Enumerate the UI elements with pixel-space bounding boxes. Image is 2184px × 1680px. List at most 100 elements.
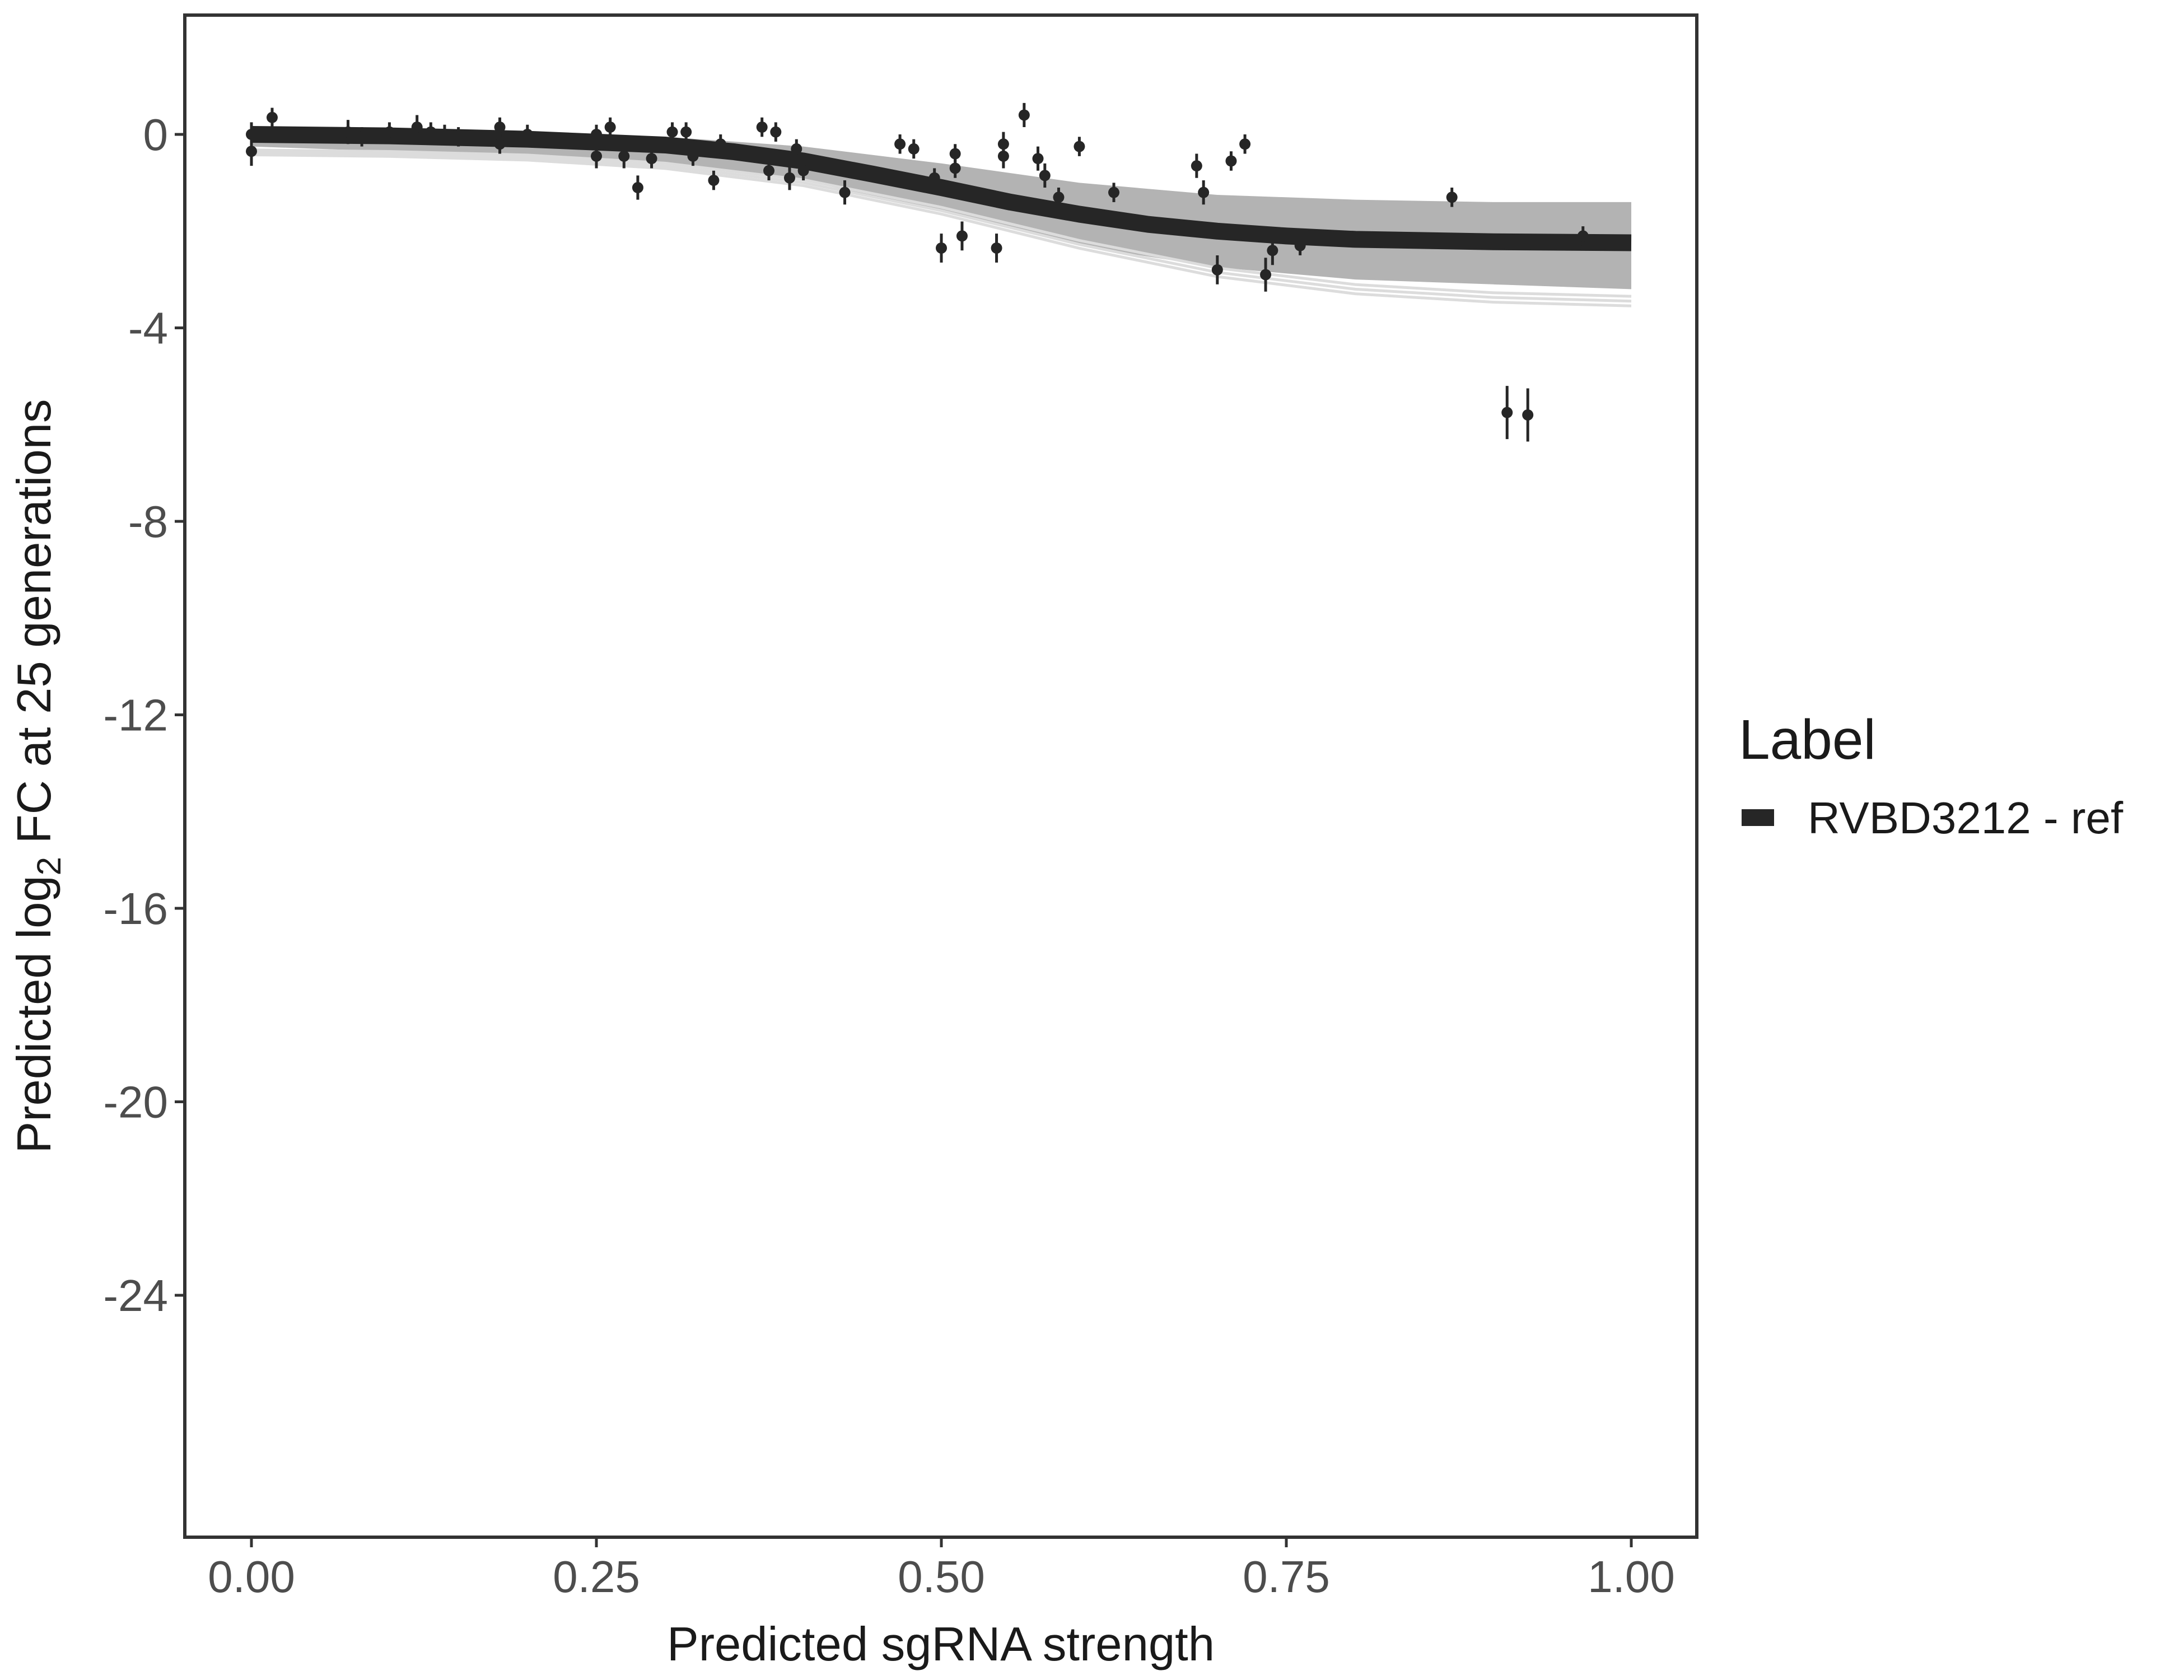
data-point bbox=[632, 175, 643, 200]
point-marker bbox=[666, 126, 678, 138]
point-marker bbox=[763, 165, 774, 176]
point-marker bbox=[411, 122, 423, 133]
y-tick-label: -16 bbox=[103, 884, 168, 934]
point-marker bbox=[797, 165, 809, 176]
data-point bbox=[604, 117, 616, 137]
data-point bbox=[494, 117, 506, 137]
data-point bbox=[494, 134, 506, 154]
data-point bbox=[618, 144, 630, 169]
y-axis-title-suffix: FC at 25 generations bbox=[8, 399, 61, 857]
legend-entry-label: RVBD3212 - ref bbox=[1808, 793, 2124, 843]
data-point bbox=[1501, 386, 1513, 440]
point-marker bbox=[708, 175, 720, 186]
point-marker bbox=[1198, 186, 1210, 198]
posterior-draw-line bbox=[251, 148, 1632, 298]
x-axis-ticks: 0.00 0.25 0.50 0.75 1.00 bbox=[208, 1537, 1675, 1602]
point-marker bbox=[1108, 186, 1119, 198]
point-marker bbox=[604, 122, 616, 133]
point-marker bbox=[839, 186, 851, 198]
data-point bbox=[342, 120, 354, 144]
data-point bbox=[356, 127, 368, 147]
data-point bbox=[783, 166, 795, 190]
point-marker bbox=[1260, 269, 1272, 281]
data-point bbox=[666, 122, 678, 142]
x-axis-title: Predicted sgRNA strength bbox=[667, 1618, 1215, 1671]
point-marker bbox=[1446, 192, 1458, 203]
data-point bbox=[521, 124, 533, 144]
point-marker bbox=[936, 242, 947, 254]
data-point bbox=[246, 122, 257, 147]
y-axis-title-subscript: 2 bbox=[30, 857, 68, 875]
point-marker bbox=[997, 138, 1009, 150]
data-point bbox=[1039, 163, 1051, 188]
credible-interval-ribbon bbox=[251, 132, 1632, 307]
point-marker bbox=[632, 182, 643, 194]
point-marker bbox=[908, 143, 920, 155]
data-point bbox=[1225, 151, 1237, 171]
point-marker bbox=[438, 129, 450, 140]
point-marker bbox=[991, 242, 1002, 254]
point-marker bbox=[680, 126, 692, 138]
point-marker bbox=[494, 122, 506, 133]
point-marker bbox=[687, 150, 699, 162]
data-point bbox=[839, 180, 851, 205]
data-point bbox=[1108, 183, 1119, 202]
data-point bbox=[1032, 146, 1044, 171]
data-point bbox=[1522, 388, 1534, 442]
data-point bbox=[591, 124, 602, 144]
point-marker bbox=[1211, 264, 1223, 276]
point-marker bbox=[949, 162, 961, 174]
point-marker bbox=[1294, 240, 1306, 251]
data-point bbox=[438, 124, 450, 144]
data-point bbox=[452, 127, 464, 147]
posterior-draw-line bbox=[251, 153, 1632, 307]
data-point bbox=[687, 146, 699, 166]
point-marker bbox=[1018, 109, 1030, 121]
point-marker bbox=[246, 146, 257, 157]
data-point bbox=[1577, 226, 1589, 246]
point-marker bbox=[1032, 153, 1044, 165]
point-marker bbox=[521, 129, 533, 140]
y-tick-label: -12 bbox=[103, 690, 168, 740]
point-marker bbox=[356, 131, 368, 143]
point-marker bbox=[1577, 230, 1589, 242]
y-axis-title-prefix: Predicted log bbox=[8, 875, 61, 1153]
point-marker bbox=[770, 126, 782, 138]
point-marker bbox=[266, 111, 278, 123]
data-point bbox=[708, 170, 720, 190]
x-tick-label: 0.50 bbox=[898, 1552, 985, 1602]
data-point bbox=[770, 122, 782, 142]
data-point bbox=[997, 132, 1009, 156]
data-point bbox=[715, 134, 726, 154]
point-marker bbox=[646, 153, 657, 165]
point-marker bbox=[1074, 141, 1085, 152]
legend: Label RVBD3212 - ref bbox=[1739, 708, 2124, 843]
y-tick-label: -20 bbox=[103, 1077, 168, 1127]
point-marker bbox=[1039, 170, 1051, 181]
point-marker bbox=[928, 172, 940, 184]
data-point bbox=[949, 144, 961, 164]
data-point bbox=[1198, 180, 1210, 205]
data-point bbox=[928, 168, 940, 188]
x-tick-label: 0.00 bbox=[208, 1552, 295, 1602]
data-point bbox=[384, 122, 395, 142]
data-point bbox=[797, 161, 809, 181]
point-marker bbox=[342, 126, 354, 138]
x-tick-label: 1.00 bbox=[1588, 1552, 1675, 1602]
data-point bbox=[1294, 236, 1306, 255]
point-marker bbox=[756, 122, 768, 133]
point-marker bbox=[591, 150, 602, 162]
point-marker bbox=[452, 131, 464, 143]
point-marker bbox=[791, 143, 802, 155]
point-marker bbox=[1053, 192, 1065, 203]
data-point bbox=[425, 122, 437, 142]
y-tick-label: -24 bbox=[103, 1271, 168, 1320]
data-point bbox=[1267, 236, 1278, 265]
data-point bbox=[756, 117, 768, 137]
data-point bbox=[1211, 255, 1223, 284]
y-tick-label: 0 bbox=[143, 110, 169, 160]
point-marker bbox=[783, 172, 795, 184]
data-point bbox=[936, 234, 947, 263]
point-marker bbox=[425, 126, 437, 138]
